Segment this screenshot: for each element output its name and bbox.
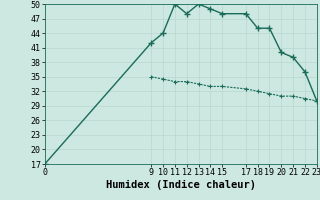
X-axis label: Humidex (Indice chaleur): Humidex (Indice chaleur) (106, 180, 256, 190)
